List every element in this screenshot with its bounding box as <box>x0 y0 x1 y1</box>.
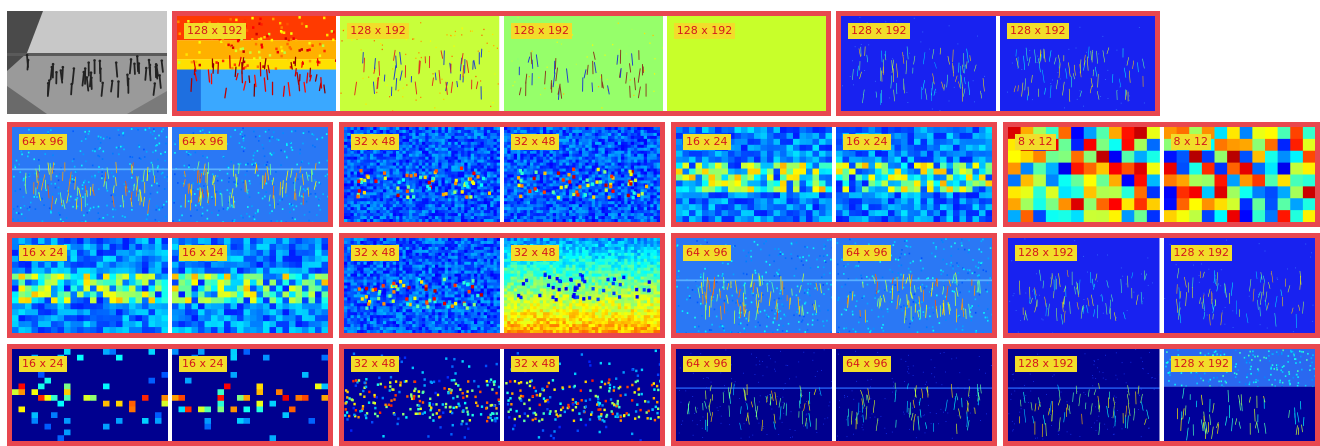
feature-map-group: 128 x 192 128 x 192 128 x 192 128 x 192 <box>172 11 831 116</box>
feature-map-group: 16 x 24 16 x 24 <box>671 122 997 227</box>
resolution-label: 32 x 48 <box>351 134 399 150</box>
feature-map-tile: 32 x 48 <box>504 127 660 222</box>
resolution-label: 128 x 192 <box>1015 356 1077 372</box>
resolution-label: 16 x 24 <box>179 356 227 372</box>
resolution-label: 128 x 192 <box>673 23 736 39</box>
feature-map-tile: 16 x 24 <box>12 349 168 441</box>
feature-map-tile: 8 x 12 <box>1163 127 1315 222</box>
resolution-label: 128 x 192 <box>184 23 246 39</box>
feature-map-tile: 64 x 96 <box>836 238 992 333</box>
feature-map-tile: 128 x 192 <box>1163 349 1315 441</box>
feature-map-tile: 32 x 48 <box>344 238 500 333</box>
feature-map-tile: 128 x 192 <box>666 16 826 111</box>
feature-map-image <box>836 238 992 333</box>
feature-map-group: 16 x 24 16 x 24 <box>7 344 333 446</box>
feature-map-group: 128 x 192 128 x 192 <box>1003 233 1320 338</box>
crowd-photo-icon <box>7 11 167 114</box>
feature-map-image <box>172 238 328 333</box>
feature-map-tile: 128 x 192 <box>1000 16 1155 111</box>
feature-map-image <box>344 127 500 222</box>
feature-map-tile: 128 x 192 <box>1008 349 1160 441</box>
resolution-label: 64 x 96 <box>683 245 731 261</box>
feature-map-tile: 8 x 12 <box>1008 127 1160 222</box>
feature-map-image <box>1008 238 1160 333</box>
feature-map-group: 64 x 96 64 x 96 <box>671 233 997 338</box>
feature-map-tile: 64 x 96 <box>12 127 168 222</box>
input-frame <box>7 11 167 114</box>
feature-map-tile: 16 x 24 <box>172 349 328 441</box>
feature-map-tile: 64 x 96 <box>676 349 832 441</box>
resolution-label: 8 x 12 <box>1015 134 1056 150</box>
resolution-label: 16 x 24 <box>843 134 891 150</box>
resolution-label: 128 x 192 <box>848 23 910 39</box>
feature-map-tile: 16 x 24 <box>676 127 832 222</box>
resolution-label: 32 x 48 <box>351 356 399 372</box>
feature-map-group: 32 x 48 32 x 48 <box>339 344 665 446</box>
resolution-label: 16 x 24 <box>179 245 227 261</box>
feature-map-group: 32 x 48 32 x 48 <box>339 233 665 338</box>
feature-map-group: 64 x 96 64 x 96 <box>7 122 333 227</box>
feature-map-image <box>1008 127 1160 222</box>
feature-map-image <box>1163 127 1315 222</box>
feature-map-tile: 32 x 48 <box>344 349 500 441</box>
feature-map-image <box>177 16 337 111</box>
feature-map-group: 16 x 24 16 x 24 <box>7 233 333 338</box>
resolution-label: 16 x 24 <box>19 245 67 261</box>
resolution-label: 32 x 48 <box>511 245 559 261</box>
feature-map-tile: 16 x 24 <box>12 238 168 333</box>
resolution-label: 32 x 48 <box>351 245 399 261</box>
resolution-label: 64 x 96 <box>843 356 891 372</box>
resolution-label: 128 x 192 <box>347 23 409 39</box>
resolution-label: 128 x 192 <box>1170 356 1232 372</box>
feature-map-tile: 128 x 192 <box>1163 238 1315 333</box>
resolution-label: 32 x 48 <box>511 356 559 372</box>
feature-map-tile: 16 x 24 <box>836 127 992 222</box>
feature-map-tile: 32 x 48 <box>504 238 660 333</box>
feature-map-tile: 64 x 96 <box>172 127 328 222</box>
feature-map-tile: 128 x 192 <box>503 16 663 111</box>
feature-map-group: 32 x 48 32 x 48 <box>339 122 665 227</box>
feature-map-tile: 64 x 96 <box>676 238 832 333</box>
resolution-label: 64 x 96 <box>179 134 227 150</box>
resolution-label: 16 x 24 <box>19 356 67 372</box>
feature-map-group: 128 x 192 128 x 192 <box>836 11 1160 116</box>
resolution-label: 8 x 12 <box>1170 134 1211 150</box>
feature-map-tile: 128 x 192 <box>340 16 500 111</box>
resolution-label: 64 x 96 <box>19 134 67 150</box>
resolution-label: 128 x 192 <box>1007 23 1069 39</box>
feature-map-tile: 16 x 24 <box>172 238 328 333</box>
feature-map-image <box>344 238 500 333</box>
resolution-label: 128 x 192 <box>510 23 572 39</box>
feature-map-group: 128 x 192 128 x 192 <box>1003 344 1320 446</box>
resolution-label: 16 x 24 <box>683 134 731 150</box>
resolution-label: 64 x 96 <box>683 356 731 372</box>
feature-map-tile: 128 x 192 <box>1008 238 1160 333</box>
feature-map-tile: 128 x 192 <box>177 16 337 111</box>
feature-map-tile: 32 x 48 <box>344 127 500 222</box>
feature-map-tile: 128 x 192 <box>841 16 996 111</box>
resolution-label: 32 x 48 <box>511 134 559 150</box>
resolution-label: 128 x 192 <box>1015 245 1077 261</box>
feature-map-tile: 64 x 96 <box>836 349 992 441</box>
resolution-label: 64 x 96 <box>843 245 891 261</box>
feature-map-group: 8 x 12 8 x 12 <box>1003 122 1320 227</box>
feature-map-image <box>12 238 168 333</box>
feature-map-group: 64 x 96 64 x 96 <box>671 344 997 446</box>
feature-map-tile: 32 x 48 <box>504 349 660 441</box>
resolution-label: 128 x 192 <box>1170 245 1232 261</box>
